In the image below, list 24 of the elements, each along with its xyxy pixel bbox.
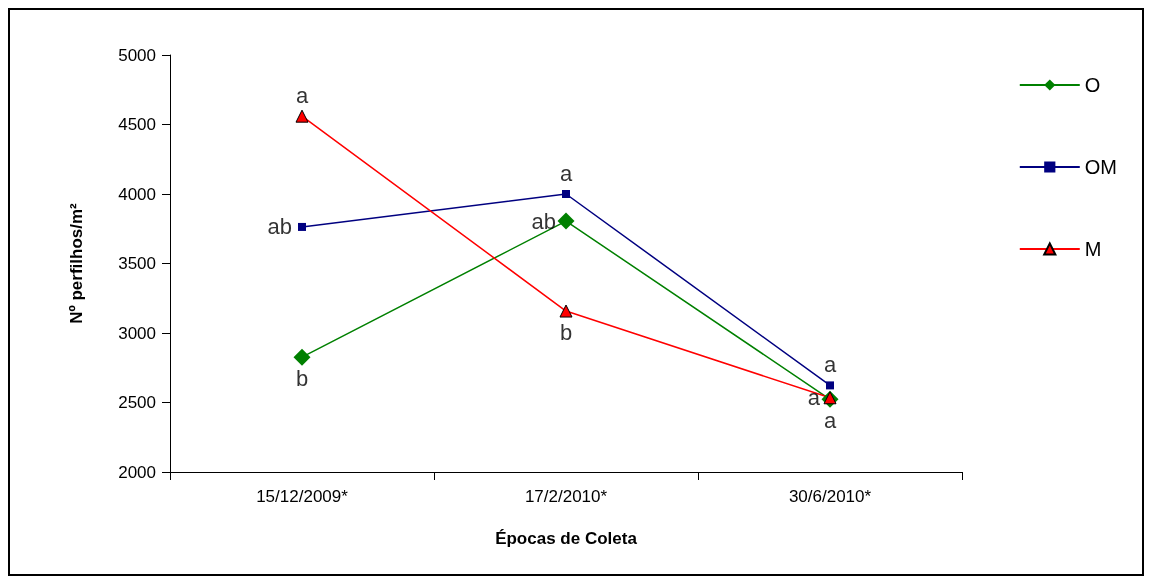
- y-tick-label: 4000: [118, 184, 156, 204]
- annotation: a: [807, 385, 821, 411]
- annotation: a: [823, 351, 837, 377]
- legend-label: M: [1084, 238, 1102, 260]
- legend-label: O: [1084, 74, 1101, 96]
- annotation: ab: [267, 214, 292, 240]
- x-tick-label: 15/12/2009*: [256, 487, 349, 506]
- y-tick-label: 3000: [118, 323, 156, 343]
- y-tick-label: 2500: [118, 393, 156, 412]
- x-tick-label: 17/2/2010*: [524, 487, 608, 506]
- x-axis-title: Épocas de Coleta: [495, 529, 638, 548]
- annotation: b: [295, 365, 309, 391]
- y-tick-label: 3500: [118, 254, 156, 273]
- annotation: a: [559, 160, 573, 186]
- annotation: a: [295, 82, 309, 108]
- annotation: a: [823, 407, 837, 433]
- legend-label: OM: [1084, 156, 1117, 178]
- y-tick-label: 4500: [118, 115, 156, 134]
- annotation: b: [559, 319, 573, 345]
- x-tick-label: 30/6/2010*: [788, 487, 872, 506]
- y-tick-label: 2000: [118, 462, 156, 482]
- y-axis-title: Nº perfilhos/m²: [67, 202, 86, 324]
- y-tick-label: 5000: [118, 45, 156, 65]
- annotation: ab: [531, 208, 556, 234]
